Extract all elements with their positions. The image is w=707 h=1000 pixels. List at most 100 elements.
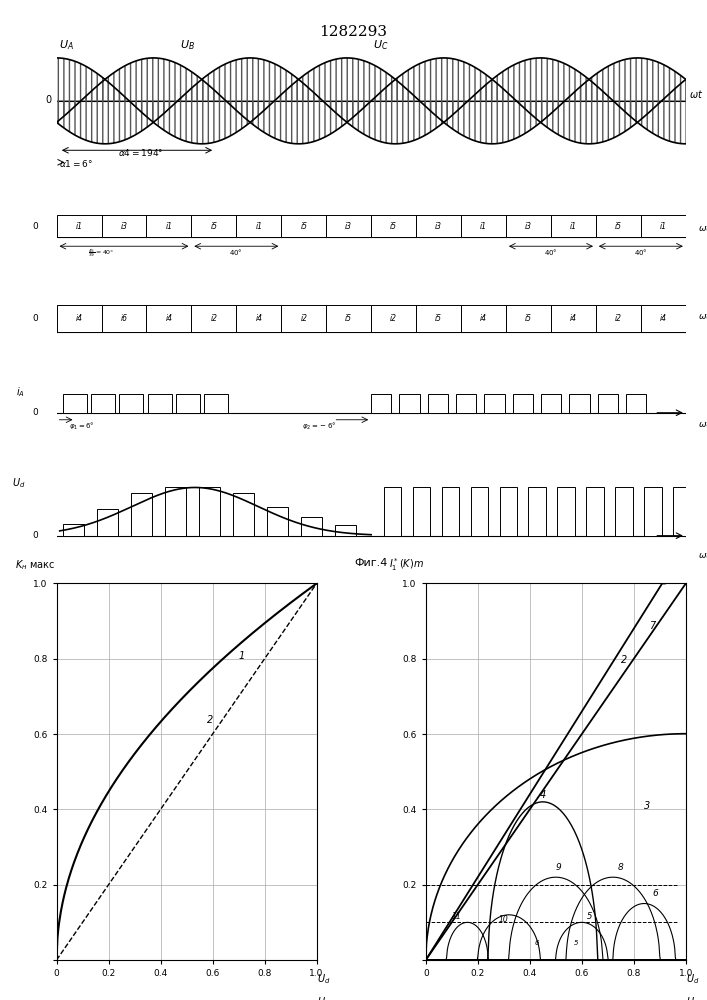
Text: i5: i5 xyxy=(525,314,532,323)
Text: 6: 6 xyxy=(652,889,658,898)
Bar xyxy=(146,305,192,332)
Bar xyxy=(416,305,461,332)
Text: i1: i1 xyxy=(480,222,487,231)
Text: i4: i4 xyxy=(165,314,173,323)
Text: 5: 5 xyxy=(574,940,578,946)
Bar xyxy=(442,487,460,536)
Bar xyxy=(461,305,506,332)
Text: $i_A$: $i_A$ xyxy=(16,385,25,399)
Bar xyxy=(165,487,186,536)
Text: $U_{d0}$: $U_{d0}$ xyxy=(686,995,703,1000)
Text: i4: i4 xyxy=(660,314,667,323)
Text: i2: i2 xyxy=(390,314,397,323)
Text: i2: i2 xyxy=(300,314,308,323)
Bar xyxy=(641,305,686,332)
Text: 3: 3 xyxy=(644,801,650,811)
Text: $\omega t$: $\omega t$ xyxy=(699,418,707,429)
Text: $U_{d0}$: $U_{d0}$ xyxy=(317,995,334,1000)
Bar xyxy=(57,305,102,332)
Text: i1: i1 xyxy=(570,222,577,231)
Bar xyxy=(586,487,604,536)
Bar xyxy=(456,394,477,413)
Bar xyxy=(97,509,118,536)
Bar xyxy=(57,215,102,237)
Text: i1: i1 xyxy=(165,222,173,231)
Bar xyxy=(326,305,371,332)
Bar xyxy=(500,487,517,536)
Text: 6: 6 xyxy=(535,940,539,946)
Text: 10: 10 xyxy=(498,915,508,924)
Text: $\omega t$: $\omega t$ xyxy=(699,310,707,321)
Text: $40°$: $40°$ xyxy=(230,247,243,257)
Text: $U_d$: $U_d$ xyxy=(317,973,330,986)
Bar xyxy=(233,493,254,536)
Bar xyxy=(204,394,228,413)
Text: i6: i6 xyxy=(120,314,127,323)
Bar xyxy=(131,493,152,536)
Text: $I_1^*(K)m$: $I_1^*(K)m$ xyxy=(390,557,424,573)
Bar xyxy=(484,394,505,413)
Text: i5: i5 xyxy=(211,222,217,231)
Text: $\varphi_2=-6°$: $\varphi_2=-6°$ xyxy=(302,421,337,432)
Bar xyxy=(596,305,641,332)
Bar xyxy=(300,517,322,536)
Text: i5: i5 xyxy=(435,314,442,323)
Bar xyxy=(192,215,236,237)
Text: 8: 8 xyxy=(618,863,624,872)
Text: 9: 9 xyxy=(556,863,561,872)
Bar xyxy=(413,487,431,536)
Text: $K_н$ макс: $K_н$ макс xyxy=(15,558,55,572)
Text: i1: i1 xyxy=(660,222,667,231)
Text: 1282293: 1282293 xyxy=(320,25,387,39)
Text: 4: 4 xyxy=(540,790,547,800)
Bar xyxy=(416,215,461,237)
Text: 0: 0 xyxy=(32,222,37,231)
Text: i1: i1 xyxy=(76,222,83,231)
Text: i5: i5 xyxy=(345,314,352,323)
Bar xyxy=(551,215,596,237)
Text: i5: i5 xyxy=(615,222,622,231)
Bar xyxy=(471,487,489,536)
Bar xyxy=(384,487,402,536)
Bar xyxy=(597,394,618,413)
Text: 5: 5 xyxy=(587,912,592,921)
Text: 7: 7 xyxy=(650,621,655,631)
Bar xyxy=(596,215,641,237)
Text: i4: i4 xyxy=(255,314,262,323)
Text: $\alpha1=6°$: $\alpha1=6°$ xyxy=(59,158,93,169)
Bar xyxy=(371,305,416,332)
Bar xyxy=(673,487,691,536)
Bar xyxy=(615,487,633,536)
Text: 11: 11 xyxy=(452,912,462,921)
Bar xyxy=(326,215,371,237)
Text: i3: i3 xyxy=(120,222,127,231)
Text: i5: i5 xyxy=(300,222,308,231)
Bar xyxy=(102,215,146,237)
Text: Фиг.4: Фиг.4 xyxy=(354,558,388,568)
Text: i4: i4 xyxy=(570,314,577,323)
Text: i4: i4 xyxy=(480,314,487,323)
Bar xyxy=(334,525,356,536)
Text: $U_d$: $U_d$ xyxy=(11,476,25,490)
Text: $\alpha4=194°$: $\alpha4=194°$ xyxy=(119,147,164,158)
Bar xyxy=(267,507,288,536)
Bar xyxy=(102,305,146,332)
Bar xyxy=(641,215,686,237)
Bar xyxy=(551,305,596,332)
Text: $40°$: $40°$ xyxy=(544,247,558,257)
Text: 0: 0 xyxy=(45,95,51,105)
Bar xyxy=(146,215,192,237)
Bar xyxy=(199,487,220,536)
Text: i1: i1 xyxy=(255,222,262,231)
Text: 1: 1 xyxy=(238,651,245,661)
Bar xyxy=(119,394,144,413)
Text: i3: i3 xyxy=(435,222,442,231)
Text: $U_d$: $U_d$ xyxy=(686,973,699,986)
Bar xyxy=(399,394,420,413)
Text: $U_B$: $U_B$ xyxy=(180,38,195,52)
Bar xyxy=(281,305,326,332)
Bar xyxy=(557,487,575,536)
Text: i5: i5 xyxy=(390,222,397,231)
Text: i2: i2 xyxy=(615,314,622,323)
Text: 2: 2 xyxy=(207,715,214,725)
